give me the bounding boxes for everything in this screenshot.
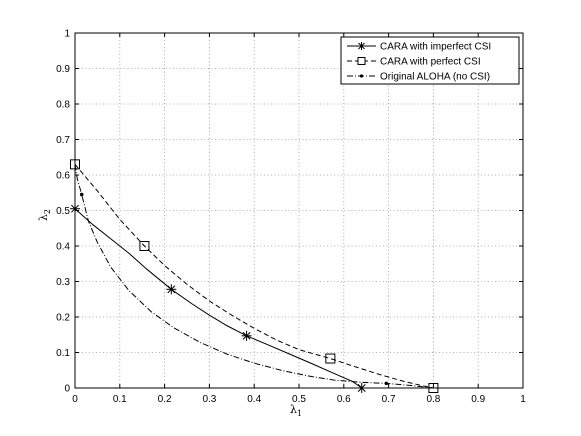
series-0 — [70, 203, 367, 393]
y-tick-label: 0.1 — [56, 348, 70, 359]
y-tick-label: 0.3 — [56, 277, 70, 288]
y-tick-label: 0.2 — [56, 313, 70, 324]
x-tick-label: 0.5 — [292, 394, 306, 405]
data-point-square — [325, 353, 336, 364]
y-tick-label: 0.6 — [56, 171, 70, 182]
series-line-0 — [74, 208, 363, 389]
axis-ticks — [74, 32, 524, 389]
y-tick-label: 0 — [64, 384, 70, 395]
y-tick-label: 0.4 — [56, 242, 70, 253]
x-tick-label: 0.3 — [202, 394, 216, 405]
x-axis-label-subscript: 1 — [297, 409, 302, 418]
data-point-dot — [79, 192, 84, 197]
x-tick-label: 0.1 — [113, 394, 127, 405]
legend-label-imperfect-csi: CARA with imperfect CSI — [380, 42, 491, 53]
series-group — [70, 159, 439, 393]
legend-entry-aloha: Original ALOHA (no CSI) — [347, 72, 490, 83]
data-point-dot — [384, 381, 389, 386]
asterisk-stroke — [167, 285, 176, 294]
asterisk-stroke — [242, 331, 251, 340]
y-tick-label: 1 — [64, 29, 70, 40]
x-tick-label: 0.6 — [337, 394, 351, 405]
y-tick-label: 0.7 — [56, 135, 70, 146]
x-tick-label: 0 — [72, 394, 78, 405]
data-point-asterisk — [166, 284, 177, 295]
y-axis-label-subscript: 2 — [43, 209, 52, 214]
x-tick-label: 0.2 — [158, 394, 172, 405]
y-axis-label: λ2 — [37, 209, 52, 221]
legend-label-aloha: Original ALOHA (no CSI) — [380, 72, 490, 83]
x-axis-label: λ1 — [290, 403, 302, 418]
data-point-asterisk — [241, 330, 252, 341]
x-tick-label: 0.8 — [426, 394, 440, 405]
legend-entry-imperfect-csi: CARA with imperfect CSI — [347, 42, 491, 53]
tick-labels: 0 0.1 0.2 0.3 0.4 0.5 0.6 0.7 0.8 0.9 1 0 0.1 0.2 0.3 0… — [56, 29, 526, 406]
series-line-2 — [74, 164, 434, 389]
legend: CARA with imperfect CSI CARA with perfec… — [340, 36, 520, 85]
x-axis-label-main: λ — [290, 403, 297, 416]
legend-marker-asterisk — [357, 42, 366, 50]
y-axis-label-main: λ — [37, 214, 50, 221]
x-tick-label: 0.7 — [382, 394, 396, 405]
legend-entry-perfect-csi: CARA with perfect CSI — [347, 57, 481, 68]
legend-marker-square — [357, 57, 366, 65]
x-tick-label: 0.4 — [247, 394, 261, 405]
legend-label-perfect-csi: CARA with perfect CSI — [380, 57, 481, 68]
series-line-1 — [74, 164, 434, 389]
grid — [75, 33, 523, 388]
y-tick-label: 0.5 — [56, 206, 70, 217]
legend-marker-dot — [359, 74, 364, 78]
x-tick-label: 1 — [520, 394, 526, 405]
x-tick-label: 0.9 — [471, 394, 485, 405]
y-tick-label: 0.8 — [56, 100, 70, 111]
series-2 — [74, 164, 434, 389]
data-point-square — [139, 241, 150, 251]
y-tick-label: 0.9 — [56, 64, 70, 75]
